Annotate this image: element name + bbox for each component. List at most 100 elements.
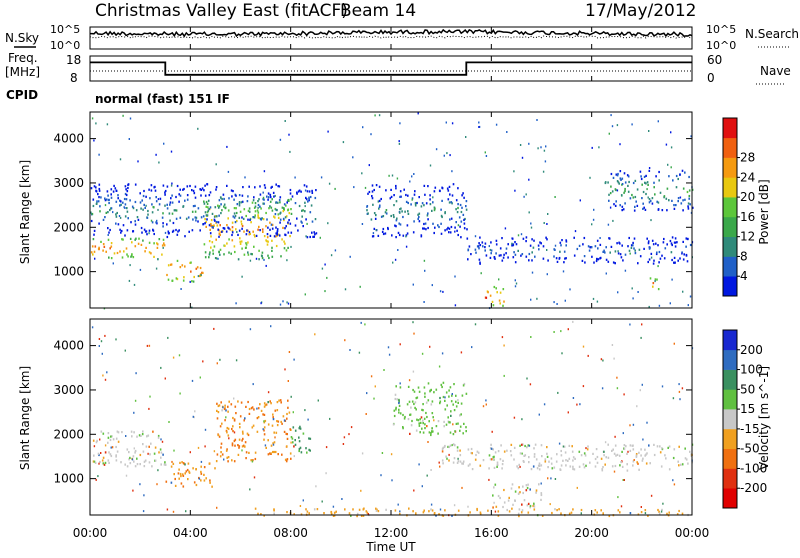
scatter-speckle: [441, 352, 444, 355]
scatter-cell: [540, 464, 543, 467]
scatter-cell: [267, 254, 269, 257]
scatter-cell: [102, 218, 105, 221]
scatter-cell: [258, 225, 260, 228]
scatter-cell: [189, 261, 191, 264]
scatter-speckle: [669, 302, 671, 305]
scatter-cell: [442, 462, 444, 465]
scatter-cell: [420, 234, 423, 237]
scatter-cell: [551, 511, 553, 515]
scatter-cell: [180, 475, 182, 478]
scatter-cell: [421, 427, 423, 430]
scatter-cell: [252, 459, 254, 462]
scatter-cell: [459, 460, 462, 463]
scatter-cell: [244, 441, 247, 444]
scatter-cell: [440, 383, 443, 386]
scatter-cell: [527, 502, 530, 505]
scatter-speckle: [549, 503, 551, 506]
scatter-cell: [278, 234, 281, 237]
scatter-cell: [126, 210, 129, 213]
scatter-cell: [496, 291, 498, 294]
scatter-cell: [419, 431, 421, 434]
scatter-cell: [617, 509, 620, 512]
scatter-cell: [426, 415, 428, 419]
scatter-cell: [415, 429, 418, 432]
power-colorbar-tick-label: 12: [740, 230, 755, 244]
scatter-cell: [529, 506, 531, 509]
scatter-cell: [155, 196, 157, 199]
scatter-cell: [408, 507, 410, 510]
scatter-cell: [456, 449, 459, 452]
scatter-cell: [429, 389, 432, 392]
scatter-cell: [405, 193, 407, 197]
scatter-speckle: [585, 447, 587, 450]
scatter-cell: [156, 243, 159, 246]
scatter-speckle: [622, 183, 624, 185]
scatter-cell: [211, 224, 213, 228]
scatter-cell: [286, 433, 288, 436]
scatter-speckle: [640, 506, 642, 508]
scatter-speckle: [236, 231, 238, 233]
scatter-cell: [530, 468, 533, 471]
scatter-cell: [187, 462, 190, 465]
scatter-speckle: [263, 258, 265, 261]
scatter-cell: [528, 252, 531, 256]
scatter-cell: [241, 200, 244, 203]
scatter-cell: [375, 507, 377, 510]
scatter-cell: [92, 253, 94, 256]
scatter-speckle: [157, 469, 159, 472]
scatter-cell: [109, 228, 111, 232]
scatter-cell: [253, 196, 255, 199]
scatter-speckle: [672, 397, 675, 400]
scatter-cell: [219, 455, 222, 458]
scatter-cell: [661, 508, 663, 511]
scatter-cell: [633, 247, 635, 250]
scatter-cell: [195, 267, 198, 270]
scatter-cell: [269, 196, 272, 199]
scatter-cell: [212, 249, 214, 252]
scatter-cell: [518, 515, 520, 518]
scatter-cell: [459, 425, 462, 428]
scatter-cell: [671, 243, 673, 247]
scatter-cell: [228, 227, 230, 230]
scatter-cell: [463, 422, 465, 425]
scatter-cell: [274, 207, 277, 211]
scatter-speckle: [157, 198, 160, 201]
scatter-speckle: [228, 437, 230, 440]
scatter-cell: [233, 439, 236, 443]
scatter-speckle: [98, 462, 100, 465]
scatter-cell: [394, 397, 397, 401]
scatter-cell: [397, 231, 400, 234]
scatter-cell: [615, 188, 617, 192]
scatter-cell: [395, 408, 397, 411]
scatter-cell: [186, 194, 189, 197]
scatter-cell: [565, 257, 567, 260]
scatter-cell: [434, 226, 436, 229]
scatter-cell: [450, 400, 453, 403]
scatter-cell: [633, 209, 636, 212]
scatter-cell: [254, 214, 256, 217]
scatter-cell: [240, 223, 243, 226]
velocity-colorbar-tick-label: -50: [740, 442, 760, 456]
scatter-cell: [240, 240, 243, 243]
scatter-cell: [102, 456, 105, 459]
scatter-cell: [261, 257, 264, 260]
scatter-cell: [126, 190, 129, 193]
scatter-cell: [657, 201, 660, 204]
scatter-cell: [390, 214, 392, 218]
scatter-cell: [560, 464, 563, 467]
scatter-cell: [290, 436, 293, 439]
scatter-cell: [569, 465, 572, 468]
scatter-cell: [159, 197, 162, 200]
scatter-speckle: [155, 153, 157, 156]
scatter-cell: [513, 251, 515, 254]
scatter-cell: [115, 215, 118, 218]
scatter-cell: [599, 257, 601, 260]
scatter-cell: [294, 224, 297, 227]
scatter-cell: [676, 513, 679, 516]
scatter-cell: [231, 442, 234, 445]
scatter-cell: [602, 250, 604, 253]
scatter-cell: [652, 243, 655, 246]
scatter-cell: [98, 453, 100, 457]
scatter-cell: [194, 185, 197, 188]
scatter-cell: [254, 186, 256, 189]
